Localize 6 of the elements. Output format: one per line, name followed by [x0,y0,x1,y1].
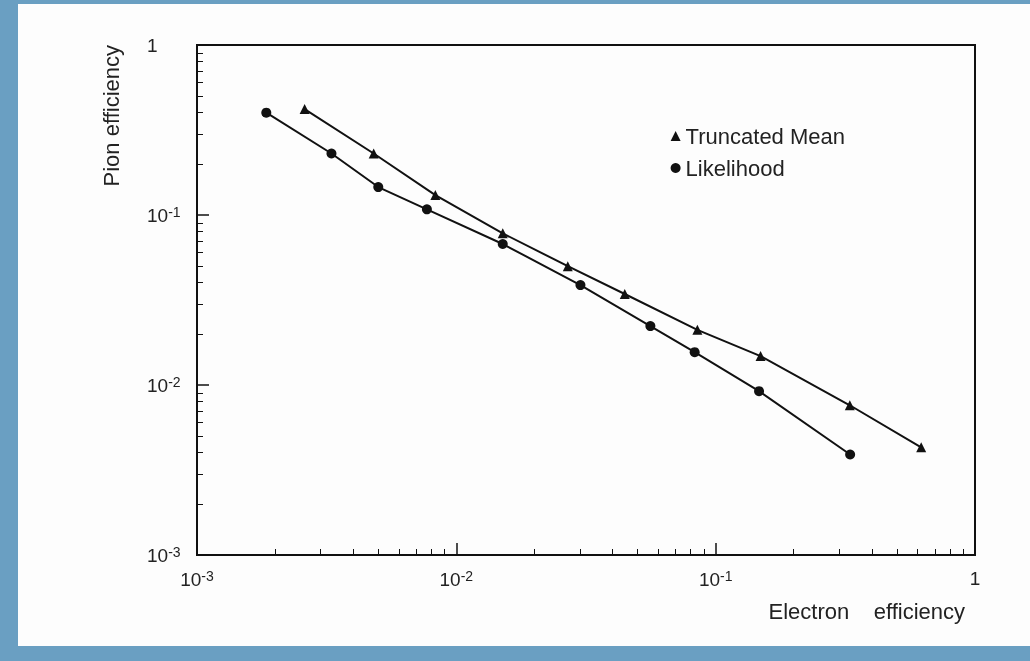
x-axis-title: Electron efficiency [768,598,965,624]
legend-label: Truncated Mean [685,123,846,149]
x-tick-label: 1 [969,568,981,589]
y-axis-title: Pion efficiency [98,45,124,187]
legend-label: Likelihood [685,155,785,181]
y-tick-label: 1 [147,34,158,56]
